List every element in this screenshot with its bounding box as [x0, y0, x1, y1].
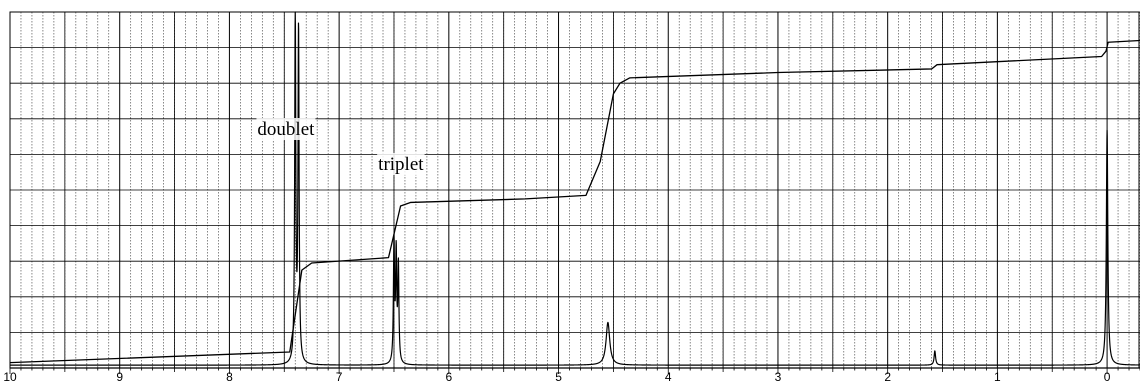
x-tick-label: 6	[445, 370, 452, 382]
x-tick-label: 8	[226, 370, 233, 382]
x-tick-label: 5	[555, 370, 562, 382]
annotation-triplet: triplet	[378, 154, 424, 175]
x-tick-label: 2	[884, 370, 891, 382]
x-tick-label: 9	[116, 370, 123, 382]
annotation-background	[256, 118, 316, 140]
x-tick-label: 10	[3, 370, 17, 382]
x-tick-label: 3	[775, 370, 782, 382]
integral-line	[9, 39, 1140, 364]
x-tick-label: 4	[665, 370, 672, 382]
annotation-background	[377, 153, 425, 175]
x-tick-label: 0	[1104, 370, 1111, 382]
plot-marks	[9, 11, 1140, 366]
x-tick-label: 7	[336, 370, 343, 382]
annotation-doublet: doublet	[257, 119, 315, 140]
x-tick-label: 1	[994, 370, 1001, 382]
spectrum-line	[9, 11, 1140, 366]
grid	[9, 11, 1140, 369]
